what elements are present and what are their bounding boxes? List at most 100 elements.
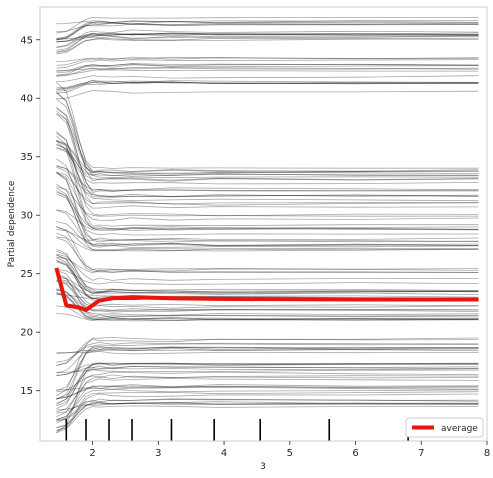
ice-line xyxy=(56,256,479,274)
ice-line xyxy=(56,368,479,374)
ice-line xyxy=(56,140,479,231)
ice-line xyxy=(56,16,479,34)
ice-line xyxy=(56,20,479,40)
ice-line xyxy=(56,22,479,41)
ice-line xyxy=(56,63,479,76)
y-tick-label: 25 xyxy=(20,269,33,280)
ice-line xyxy=(56,69,479,76)
x-tick-label: 8 xyxy=(484,448,490,459)
ice-line xyxy=(56,268,479,285)
ice-line xyxy=(56,33,479,42)
x-tick-label: 3 xyxy=(155,448,161,459)
ice-line xyxy=(56,59,479,69)
ice-line xyxy=(56,140,479,174)
ice-line xyxy=(56,259,479,295)
ice-line xyxy=(56,79,479,90)
ice-line xyxy=(56,112,479,175)
ice-line xyxy=(56,165,479,191)
ice-line xyxy=(56,289,479,318)
ice-line xyxy=(56,405,479,431)
ice-line xyxy=(56,374,479,393)
ice-line xyxy=(56,343,479,363)
ice-line xyxy=(56,270,479,307)
ice-line xyxy=(56,227,479,251)
legend-average-label: average xyxy=(441,424,478,434)
plot-background xyxy=(40,7,487,441)
ice-line xyxy=(56,143,479,197)
ice-line xyxy=(56,56,479,66)
ice-line xyxy=(56,347,479,392)
ice-line xyxy=(56,98,479,177)
ice-line xyxy=(56,110,479,192)
ice-line xyxy=(56,80,479,89)
ice-line xyxy=(56,305,479,321)
ice-line xyxy=(56,33,479,53)
ice-line xyxy=(56,106,479,193)
ice-line xyxy=(56,378,479,413)
ice-line xyxy=(56,140,479,177)
ice-line xyxy=(56,75,479,82)
ice-line xyxy=(56,131,479,217)
ice-line xyxy=(56,144,479,182)
ice-line xyxy=(56,172,479,241)
ice-line xyxy=(56,171,479,205)
ice-line xyxy=(56,147,479,185)
ice-line xyxy=(56,186,479,217)
ice-line xyxy=(56,401,479,429)
y-tick-label: 45 xyxy=(20,35,33,46)
y-tick-label: 30 xyxy=(20,211,33,222)
ice-line xyxy=(56,193,479,236)
x-axis: 2 3 4 5 6 7 8 xyxy=(89,441,490,459)
ice-line xyxy=(56,280,479,313)
average-layer xyxy=(54,267,479,312)
ice-line xyxy=(56,362,479,410)
ice-line xyxy=(56,338,479,366)
ice-line xyxy=(56,402,479,411)
ice-line xyxy=(56,236,479,252)
ice-line xyxy=(56,35,479,43)
ice-line xyxy=(56,341,479,366)
ice-line xyxy=(56,92,479,169)
ice-line xyxy=(56,20,479,25)
plot-frame xyxy=(39,6,488,442)
average-line xyxy=(54,267,479,312)
y-tick-label: 35 xyxy=(20,152,33,163)
ice-line xyxy=(56,350,479,355)
ice-line xyxy=(56,398,479,414)
ice-line xyxy=(56,209,479,231)
ice-line xyxy=(56,288,479,316)
ice-line xyxy=(56,190,479,248)
ice-line xyxy=(56,385,479,399)
ice-line xyxy=(56,366,479,407)
ice-line xyxy=(56,184,479,242)
ice-line xyxy=(56,391,479,431)
ice-line xyxy=(56,248,479,293)
ice-line xyxy=(56,346,479,374)
ice-line xyxy=(56,209,479,247)
ice-line xyxy=(56,67,479,77)
ice-line xyxy=(56,229,479,243)
ice-line xyxy=(56,388,479,420)
ice-line xyxy=(56,81,479,94)
ice-line xyxy=(56,371,479,417)
ice-line xyxy=(56,221,479,247)
ice-line xyxy=(56,365,479,376)
ice-line xyxy=(56,187,479,252)
ice-line xyxy=(56,362,479,404)
y-tick-label: 40 xyxy=(20,94,33,105)
ice-line xyxy=(56,22,479,41)
ice-line xyxy=(56,375,479,424)
ice-line xyxy=(56,81,479,90)
ice-line xyxy=(56,337,479,397)
ice-line xyxy=(56,362,479,377)
ice-line xyxy=(56,226,479,272)
ice-line xyxy=(56,135,479,227)
ice-line xyxy=(56,32,479,43)
x-tick-label: 2 xyxy=(89,448,95,459)
x-axis-label: 3 xyxy=(260,462,266,472)
ice-line xyxy=(56,399,479,421)
ice-lines-group xyxy=(56,16,479,434)
ice-line xyxy=(56,113,479,198)
x-tick-label: 5 xyxy=(287,448,293,459)
